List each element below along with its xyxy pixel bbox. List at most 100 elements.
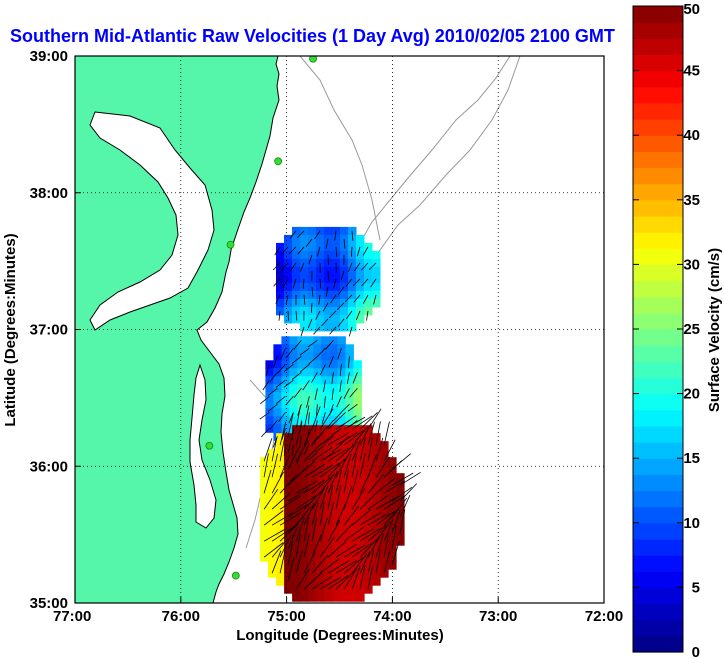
velocity-vector <box>314 230 321 240</box>
colorbar-swatch <box>633 490 683 508</box>
velocity-vector <box>287 447 300 470</box>
velocity-cell <box>356 298 365 308</box>
velocity-vector <box>383 533 389 558</box>
velocity-cell <box>356 569 365 578</box>
velocity-vector <box>314 420 318 432</box>
velocity-cell <box>348 577 357 586</box>
y-tick-label: 35:00 <box>30 595 68 612</box>
velocity-vector <box>327 470 338 494</box>
velocity-cell <box>324 537 333 546</box>
velocity-cell <box>292 585 301 594</box>
velocity-cell <box>308 465 317 474</box>
velocity-cell <box>329 360 338 369</box>
velocity-cell <box>348 473 357 482</box>
velocity-vector <box>351 415 373 430</box>
velocity-vector <box>291 444 294 457</box>
velocity-vector <box>331 372 334 385</box>
velocity-cell <box>300 529 309 538</box>
colorbar-tick-label: 40 <box>683 127 700 144</box>
colorbar-swatch <box>633 119 683 136</box>
velocity-cell <box>284 250 293 260</box>
velocity-vector <box>351 426 369 446</box>
velocity-vector <box>391 472 414 486</box>
velocity-vector <box>319 558 340 574</box>
velocity-vector <box>343 416 366 430</box>
velocity-cell <box>284 553 293 562</box>
velocity-vector <box>325 340 334 350</box>
velocity-vector <box>327 254 329 265</box>
velocity-vector <box>287 488 310 502</box>
velocity-cell <box>289 336 298 345</box>
velocity-vector <box>351 230 354 241</box>
velocity-cell <box>380 569 389 578</box>
velocity-cell <box>388 505 397 514</box>
velocity-vector <box>334 230 337 241</box>
velocity-cell <box>380 441 389 450</box>
velocity-vector <box>279 495 301 510</box>
velocity-cell <box>284 266 293 276</box>
velocity-vector <box>327 459 345 478</box>
velocity-vector <box>311 406 321 430</box>
velocity-vector <box>340 404 350 413</box>
velocity-vector <box>335 246 338 257</box>
velocity-vector <box>399 494 411 518</box>
velocity-vector <box>329 326 337 335</box>
velocity-vector <box>375 496 398 510</box>
velocity-vector <box>279 535 292 558</box>
velocity-vector <box>373 294 377 305</box>
velocity-vector <box>327 412 346 430</box>
velocity-cell <box>292 561 301 570</box>
velocity-vector <box>275 294 281 304</box>
velocity-cell <box>372 545 381 554</box>
velocity-vector <box>311 372 318 383</box>
velocity-cell <box>316 561 325 570</box>
velocity-vector <box>346 310 353 320</box>
radar-site-marker <box>226 240 235 249</box>
velocity-vector <box>375 421 381 446</box>
velocity-cell <box>313 392 322 401</box>
velocity-cell <box>332 505 341 514</box>
velocity-vector <box>366 310 369 321</box>
velocity-cell <box>348 457 357 466</box>
velocity-cell <box>329 376 338 385</box>
velocity-cell <box>340 433 349 442</box>
velocity-cell <box>332 497 341 506</box>
velocity-cell <box>332 577 341 586</box>
velocity-vector <box>271 550 282 574</box>
velocity-vector <box>335 415 357 430</box>
velocity-cell <box>356 529 365 538</box>
velocity-vector <box>375 549 381 574</box>
velocity-cell <box>281 392 290 401</box>
velocity-cell <box>356 585 365 594</box>
velocity-vector <box>300 363 310 373</box>
velocity-cell <box>353 392 362 401</box>
velocity-vector <box>375 437 384 462</box>
radar-site-marker <box>309 56 317 63</box>
colorbar-swatch <box>633 538 683 556</box>
velocity-cell <box>284 569 293 578</box>
velocity-cell <box>316 537 325 546</box>
velocity-cell <box>380 545 389 554</box>
velocity-vector <box>295 568 310 590</box>
velocity-vector <box>335 469 342 494</box>
velocity-vector <box>295 440 309 462</box>
velocity-cell <box>289 400 298 409</box>
velocity-vector <box>295 461 315 478</box>
velocity-vector <box>359 527 381 542</box>
velocity-vector <box>335 444 355 462</box>
velocity-vector <box>273 278 281 287</box>
velocity-vector <box>311 286 314 297</box>
velocity-cell <box>372 441 381 450</box>
velocity-cell <box>313 344 322 353</box>
velocity-vector <box>315 310 321 320</box>
velocity-cell <box>372 537 381 546</box>
velocity-vector <box>319 364 326 376</box>
velocity-vector <box>361 262 369 271</box>
velocity-cell <box>340 505 349 514</box>
x-tick-label: 74:00 <box>373 608 411 625</box>
velocity-cell <box>260 465 269 474</box>
velocity-cell <box>356 481 365 490</box>
velocity-cell <box>300 577 309 586</box>
velocity-cell <box>292 314 301 324</box>
